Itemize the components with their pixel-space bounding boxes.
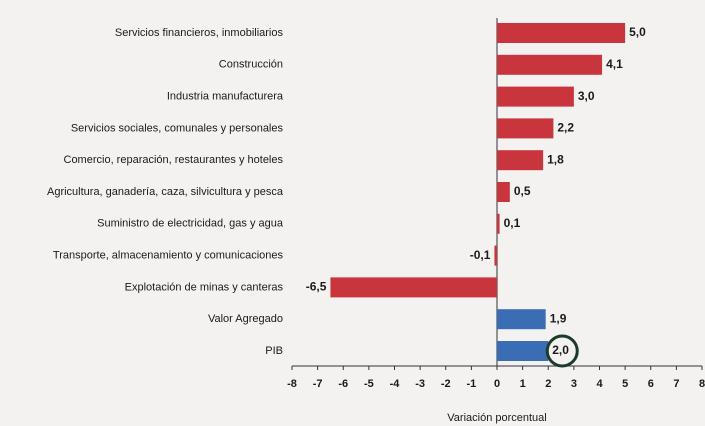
category-label: Agricultura, ganadería, caza, silvicultu… — [47, 186, 284, 198]
x-tick-label: -7 — [313, 378, 323, 390]
category-label: Servicios sociales, comunales y personal… — [71, 122, 284, 134]
bar — [497, 54, 603, 75]
category-label: Valor Agregado — [208, 313, 283, 325]
x-tick-label: -3 — [415, 378, 425, 390]
bar — [497, 341, 549, 361]
category-label: Construcción — [219, 59, 283, 71]
bar — [497, 150, 544, 171]
value-label: 3,0 — [578, 89, 595, 103]
x-tick-label: 5 — [622, 378, 628, 390]
x-tick-label: 8 — [699, 378, 705, 390]
value-label: 1,9 — [550, 311, 567, 325]
x-axis-label: Variación porcentual — [447, 412, 546, 424]
x-tick-label: 7 — [673, 378, 679, 390]
category-label: Industria manufacturera — [167, 91, 284, 103]
category-label: Suministro de electricidad, gas y agua — [97, 218, 284, 230]
x-tick-label: -1 — [466, 378, 476, 390]
x-tick-label: -5 — [364, 378, 374, 390]
value-label: -6,5 — [306, 280, 327, 294]
value-label: 0,5 — [514, 184, 531, 198]
bar — [497, 182, 510, 202]
highlight-circle — [545, 334, 579, 368]
x-tick-label: -8 — [287, 378, 297, 390]
value-label: 2,0 — [552, 343, 569, 357]
x-tick-label: -6 — [338, 378, 348, 390]
category-label: Transporte, almacenamiento y comunicacio… — [53, 250, 284, 262]
value-label: 5,0 — [629, 25, 646, 39]
x-tick-label: -2 — [441, 378, 451, 390]
value-label: 0,1 — [504, 216, 521, 230]
value-label: 4,1 — [606, 57, 623, 71]
bar — [330, 277, 497, 298]
category-label: Comercio, reparación, restaurantes y hot… — [64, 154, 284, 166]
bar — [497, 118, 554, 139]
x-tick-label: 0 — [494, 378, 500, 390]
value-label: 2,2 — [557, 121, 574, 135]
x-tick-label: 1 — [520, 378, 526, 390]
category-label: Explotación de minas y canteras — [125, 281, 284, 293]
bar — [497, 309, 546, 330]
value-label: -0,1 — [470, 248, 491, 262]
bar — [497, 86, 574, 107]
x-tick-label: 3 — [571, 378, 577, 390]
bar — [497, 23, 626, 43]
bar — [497, 213, 500, 234]
x-tick-label: 2 — [545, 378, 551, 390]
bar — [494, 245, 497, 266]
category-label: Servicios financieros, inmobiliarios — [115, 27, 284, 39]
x-tick-label: 4 — [596, 378, 603, 390]
value-label: 1,8 — [547, 152, 564, 166]
x-tick-label: -4 — [390, 378, 401, 390]
category-label: PIB — [265, 345, 283, 357]
x-tick-label: 6 — [648, 378, 654, 390]
